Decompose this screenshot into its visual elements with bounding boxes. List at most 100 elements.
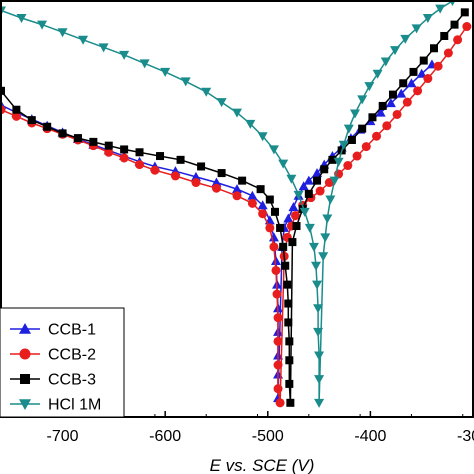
data-point <box>78 35 89 45</box>
x-tick-label: -600 <box>149 428 181 445</box>
data-point <box>1 105 6 115</box>
data-point <box>390 46 401 56</box>
data-point <box>190 171 201 181</box>
data-point <box>257 132 268 142</box>
data-point <box>247 198 257 208</box>
data-point <box>271 265 281 275</box>
data-point <box>27 116 36 125</box>
legend-marker <box>20 374 30 384</box>
data-point <box>396 88 407 98</box>
data-point <box>232 184 242 194</box>
data-point <box>453 35 463 45</box>
data-point <box>378 101 387 110</box>
data-point <box>314 375 325 385</box>
data-point <box>364 82 375 92</box>
legend-items: CCB-1 CCB-2 CCB-3 HCl 1M <box>10 322 101 414</box>
data-point <box>288 202 299 212</box>
data-point <box>304 223 315 233</box>
data-point <box>265 223 275 233</box>
data-point <box>139 59 150 69</box>
legend-item: CCB-3 <box>10 372 96 389</box>
data-point <box>273 384 283 394</box>
data-point <box>299 207 310 217</box>
data-point <box>435 4 446 14</box>
data-point <box>180 77 191 87</box>
data-point <box>350 109 360 119</box>
data-point <box>232 108 242 118</box>
legend: CCB-1 CCB-2 CCB-3 HCl 1M <box>0 307 125 418</box>
data-point <box>269 242 279 252</box>
data-point <box>358 124 367 133</box>
data-point <box>402 97 412 107</box>
data-point <box>288 238 297 247</box>
data-point <box>197 162 206 171</box>
legend-label: CCB-2 <box>48 347 96 364</box>
data-point <box>314 398 325 408</box>
data-point <box>375 107 386 117</box>
data-point <box>11 111 21 121</box>
data-point <box>12 105 21 114</box>
data-point <box>98 43 109 53</box>
data-point <box>104 141 113 150</box>
data-point <box>413 86 423 96</box>
data-point <box>325 195 336 205</box>
data-point <box>73 134 82 143</box>
data-point <box>293 190 304 200</box>
data-point <box>318 252 329 262</box>
data-point <box>1 6 6 16</box>
data-point <box>58 129 67 138</box>
legend-marker <box>19 323 31 334</box>
data-point <box>286 398 295 407</box>
data-point <box>423 74 433 84</box>
data-point <box>322 214 333 224</box>
data-point <box>380 57 391 67</box>
data-point <box>265 195 274 204</box>
data-point <box>290 211 300 221</box>
legend-item: CCB-1 <box>10 322 96 339</box>
data-point <box>313 304 324 314</box>
data-point <box>232 191 242 201</box>
data-point <box>281 261 290 270</box>
data-point <box>258 209 268 219</box>
series-ccb-3 <box>1 8 469 407</box>
data-point <box>409 67 418 76</box>
data-point <box>419 56 428 65</box>
series-hcl-1m <box>1 1 463 408</box>
data-point <box>433 61 443 71</box>
data-point <box>270 256 281 265</box>
data-point <box>268 232 279 242</box>
data-point <box>329 176 340 186</box>
data-point <box>315 186 325 196</box>
data-point <box>257 200 268 210</box>
x-axis: -700 -600 -500 -400 -300 <box>0 411 474 445</box>
data-point <box>311 261 322 271</box>
legend-item: HCl 1M <box>10 397 101 414</box>
data-point <box>43 122 52 131</box>
data-point <box>211 183 221 193</box>
data-point <box>333 157 344 167</box>
data-point <box>313 176 322 185</box>
data-point <box>430 44 439 53</box>
data-point <box>312 280 323 290</box>
data-point <box>156 152 165 161</box>
data-point <box>347 135 356 144</box>
data-point <box>422 14 433 24</box>
data-point <box>191 178 201 188</box>
data-point <box>388 90 397 99</box>
legend-box <box>0 307 125 418</box>
legend-marker <box>19 348 31 360</box>
data-point <box>216 98 227 108</box>
data-point <box>372 131 382 141</box>
x-axis-title: E vs. SCE (V) <box>210 456 315 474</box>
plot-frame <box>0 0 474 418</box>
data-point <box>272 289 282 299</box>
data-point <box>217 169 226 178</box>
data-point <box>150 165 160 175</box>
data-point <box>450 20 459 29</box>
data-point <box>400 34 411 44</box>
data-point <box>1 86 5 95</box>
data-point <box>416 68 427 78</box>
data-point <box>343 124 354 134</box>
data-point <box>399 79 408 88</box>
data-point <box>343 161 353 171</box>
